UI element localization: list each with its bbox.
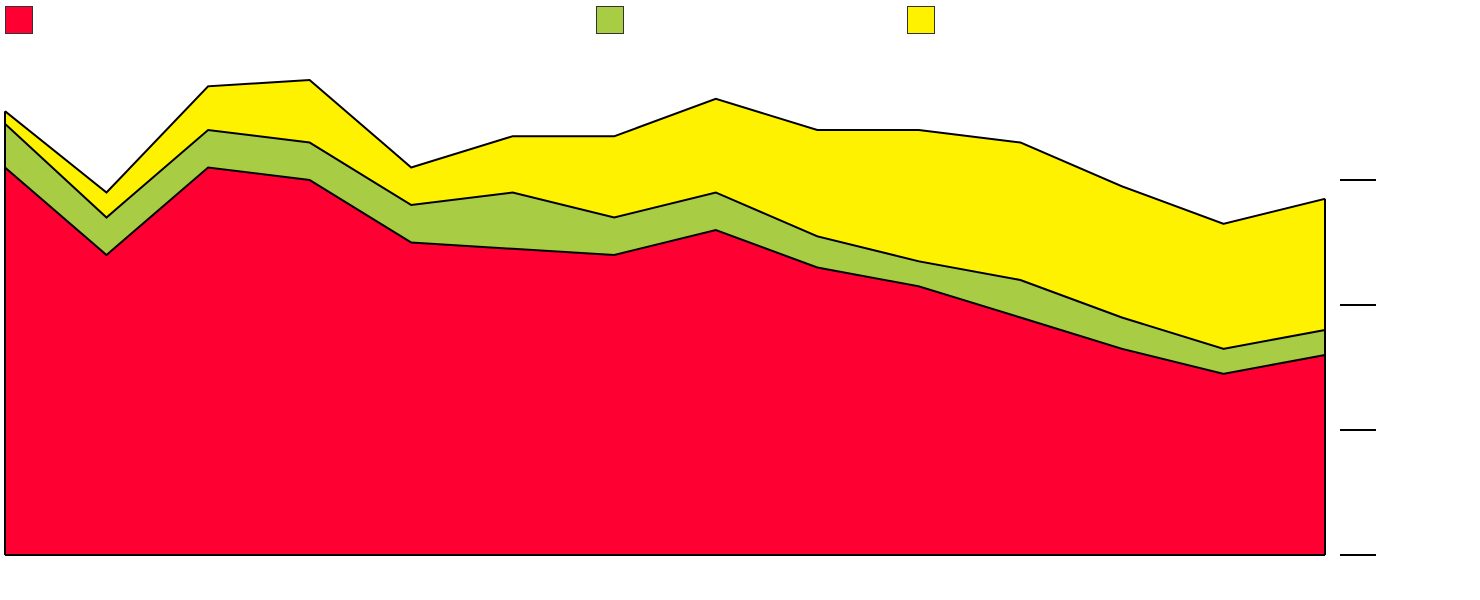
legend-swatch-1 [5, 6, 33, 34]
area-series-1 [5, 167, 1325, 555]
series-2-boundary-line [4, 123, 1326, 350]
y-axis [1340, 179, 1376, 556]
area-series-3 [5, 80, 1325, 349]
plot-area [4, 78, 1326, 556]
series-1-boundary-line [4, 166, 1326, 375]
series-3-boundary-line [4, 78, 1326, 225]
legend-swatch-3 [907, 6, 935, 34]
legend-swatch-2 [596, 6, 624, 34]
legend [5, 6, 935, 34]
area-series-2 [5, 123, 1325, 374]
